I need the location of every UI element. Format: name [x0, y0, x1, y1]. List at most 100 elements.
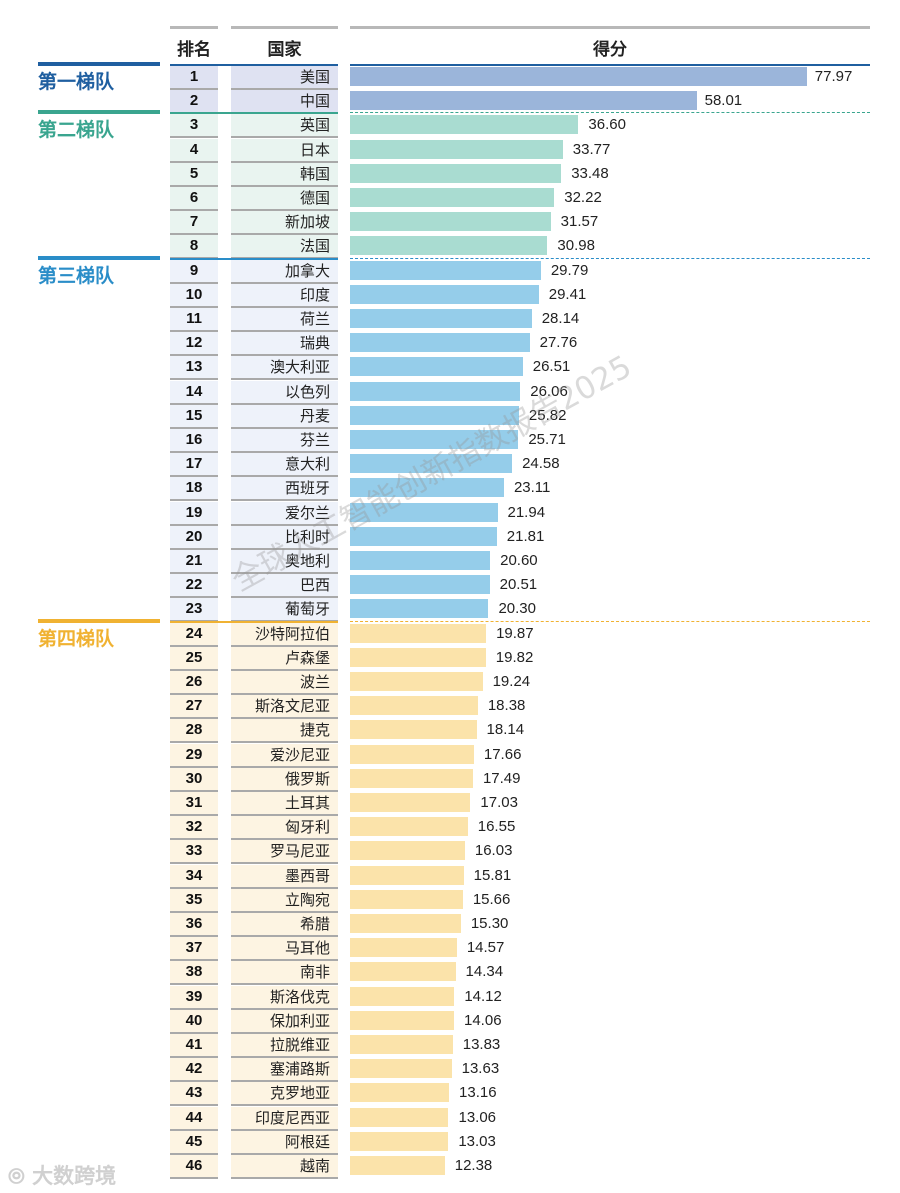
country-cell: 美国	[231, 66, 338, 90]
bar	[350, 1059, 452, 1079]
rank-cell: 22	[170, 574, 218, 599]
value-label: 28.14	[541, 310, 580, 327]
bar	[350, 1035, 453, 1054]
country-cell: 波兰	[231, 671, 338, 695]
rank-cell: 14	[170, 380, 218, 405]
value-label: 14.06	[464, 1011, 502, 1029]
bar	[350, 986, 455, 1006]
rank-cell: 38	[170, 961, 218, 986]
value-label: 31.57	[560, 213, 599, 231]
rank-cell: 43	[170, 1082, 218, 1107]
value-label: 25.71	[528, 431, 566, 448]
bar	[350, 357, 523, 377]
country-cell: 法国	[231, 235, 338, 260]
bar	[350, 793, 471, 812]
tier-line	[38, 618, 160, 623]
header-rank: 排名	[177, 40, 211, 60]
value-label: 18.14	[486, 721, 525, 739]
rank-cell: 39	[170, 985, 218, 1010]
rank-cell: 1	[170, 66, 218, 90]
value-label: 14.57	[466, 939, 505, 957]
country-cell: 西班牙	[231, 477, 338, 502]
rank-cell: 44	[170, 1106, 218, 1131]
country-cell: 意大利	[231, 453, 338, 478]
tier-line	[38, 110, 160, 115]
country-cell: 南非	[231, 961, 338, 986]
rank-cell: 18	[170, 477, 218, 502]
rank-cell: 15	[170, 404, 218, 429]
country-cell: 丹麦	[231, 404, 338, 429]
value-label: 15.66	[472, 890, 511, 908]
bar	[350, 672, 483, 691]
bar	[350, 67, 807, 86]
country-cell: 加拿大	[231, 259, 338, 284]
country-cell: 德国	[231, 187, 338, 211]
rank-cell: 25	[170, 646, 218, 671]
country-cell: 阿根廷	[231, 1130, 338, 1155]
country-cell: 芬兰	[231, 429, 338, 453]
rank-cell: 30	[170, 767, 218, 792]
rank-cell: 31	[170, 792, 218, 816]
rank-cell: 24	[170, 622, 218, 647]
country-cell: 捷克	[231, 719, 338, 744]
tier-label: 第一梯队	[38, 71, 115, 93]
bar	[350, 623, 487, 643]
country-cell: 葡萄牙	[231, 598, 338, 623]
tier-line	[38, 255, 160, 260]
rank-cell: 10	[170, 283, 218, 308]
tier-dashed-divider	[350, 257, 870, 259]
country-cell: 奥地利	[231, 550, 338, 574]
value-label: 29.79	[550, 261, 589, 279]
bar	[350, 309, 532, 328]
country-cell: 保加利亚	[231, 1009, 338, 1034]
country-cell: 以色列	[231, 380, 338, 405]
header-rule-rank	[170, 26, 218, 29]
bar	[350, 333, 530, 353]
value-label: 77.97	[814, 68, 853, 85]
value-label: 16.55	[477, 818, 516, 836]
country-cell: 罗马尼亚	[231, 840, 338, 865]
bar	[350, 817, 468, 837]
rank-cell: 33	[170, 840, 218, 865]
logo: ⦾ 大数跨境	[8, 1164, 117, 1188]
bar	[350, 599, 489, 619]
bar	[350, 91, 697, 111]
value-label: 19.24	[492, 673, 531, 690]
rank-cell: 3	[170, 114, 218, 139]
rank-cell: 7	[170, 211, 218, 236]
country-cell: 拉脱维亚	[231, 1034, 338, 1058]
rank-cell: 36	[170, 913, 218, 937]
rank-cell: 46	[170, 1155, 218, 1179]
bar	[350, 865, 464, 885]
value-label: 17.66	[483, 745, 522, 763]
rank-cell: 32	[170, 816, 218, 841]
value-label: 19.82	[495, 648, 534, 666]
bar	[350, 551, 491, 570]
country-cell: 土耳其	[231, 792, 338, 816]
header-rule-score	[350, 26, 870, 29]
value-label: 13.83	[462, 1036, 501, 1053]
tier-divider-score	[350, 64, 870, 66]
country-cell: 爱尔兰	[231, 501, 338, 526]
tier-dashed-divider	[350, 112, 870, 114]
value-label: 12.38	[454, 1157, 493, 1174]
value-label: 27.76	[539, 334, 578, 352]
bar	[350, 720, 477, 740]
rank-cell: 11	[170, 308, 218, 332]
rank-cell: 28	[170, 719, 218, 744]
rank-cell: 17	[170, 453, 218, 478]
bar	[350, 454, 513, 474]
bar	[350, 841, 465, 861]
country-cell: 俄罗斯	[231, 767, 338, 792]
rank-cell: 19	[170, 501, 218, 526]
header-score: 得分	[593, 40, 627, 60]
value-label: 33.48	[571, 164, 609, 182]
country-cell: 卢森堡	[231, 646, 338, 671]
value-label: 21.81	[506, 527, 545, 545]
rank-cell: 16	[170, 429, 218, 453]
country-cell: 斯洛文尼亚	[231, 695, 338, 720]
rank-cell: 12	[170, 332, 218, 357]
bar	[350, 889, 463, 909]
value-label: 14.34	[465, 963, 504, 981]
country-cell: 克罗地亚	[231, 1082, 338, 1107]
